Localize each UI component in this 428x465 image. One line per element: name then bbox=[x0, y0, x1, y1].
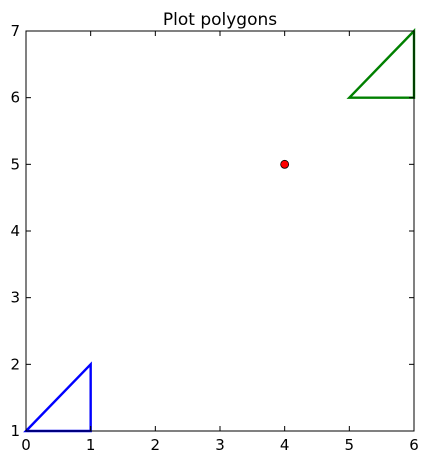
y-tick-label: 4 bbox=[10, 222, 20, 240]
x-tick-label: 1 bbox=[86, 436, 96, 454]
data-point-1 bbox=[280, 159, 290, 169]
x-tick-label: 5 bbox=[345, 436, 355, 454]
x-tick-label: 6 bbox=[409, 436, 419, 454]
polygon-2 bbox=[346, 28, 416, 99]
x-tick-label: 2 bbox=[151, 436, 161, 454]
y-tick-label: 2 bbox=[10, 355, 20, 373]
y-tick-label: 6 bbox=[10, 89, 20, 107]
y-tick-label: 3 bbox=[10, 289, 20, 307]
y-tick-label: 7 bbox=[10, 22, 20, 40]
x-tick-label: 0 bbox=[21, 436, 31, 454]
polygon-1 bbox=[23, 361, 92, 433]
polygon-layer bbox=[23, 28, 416, 433]
y-tick-label: 5 bbox=[10, 155, 20, 173]
x-tick-label: 4 bbox=[280, 436, 290, 454]
x-tick-label: 3 bbox=[215, 436, 225, 454]
point-layer bbox=[280, 159, 290, 169]
y-tick-label: 1 bbox=[10, 422, 20, 440]
chart-title: Plot polygons bbox=[163, 10, 277, 30]
